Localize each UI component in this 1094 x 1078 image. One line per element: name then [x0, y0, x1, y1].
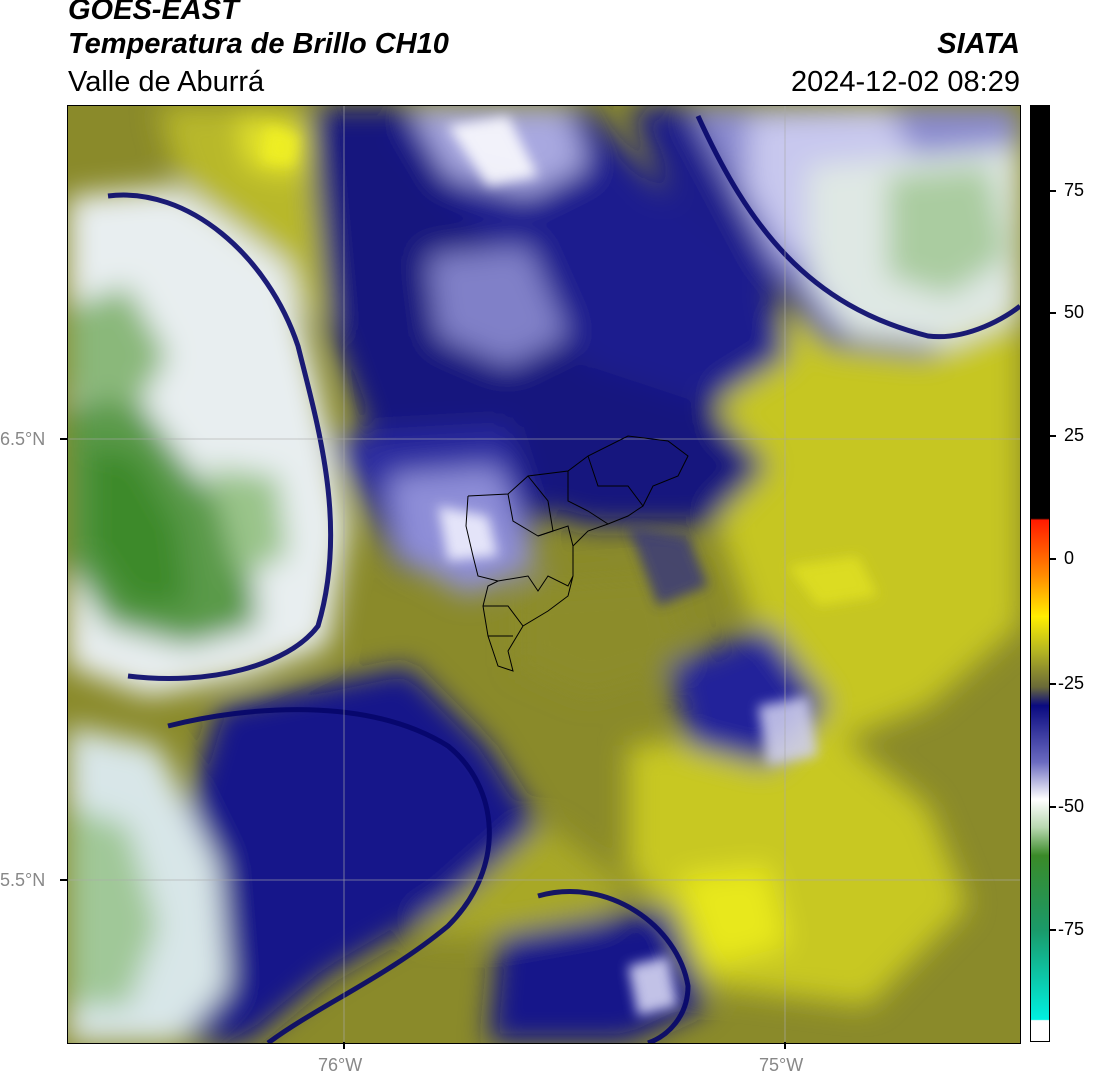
colorbar-tick-mark [1050, 929, 1056, 931]
lat-tick-label: 5.5°N [0, 870, 46, 890]
colorbar-tick-mark [1050, 558, 1056, 560]
lat-tick-label: 6.5°N [0, 429, 46, 449]
colorbar-tick-mark [1050, 312, 1056, 314]
colorbar-tick-mark [1050, 806, 1056, 808]
colorbar-tick-mark [1050, 435, 1056, 437]
product-title: Temperatura de Brillo CH10 [68, 28, 449, 60]
colorbar-label: 50 [1064, 302, 1085, 322]
colorbar-label: 0 [1064, 548, 1075, 568]
lon-tick-label: 76°W [318, 1055, 363, 1075]
satellite-title: GOES-EAST [68, 0, 239, 26]
lon-tick-mark [343, 1042, 345, 1049]
colorbar-label: -75 [1058, 919, 1085, 939]
colorbar-label: 75 [1064, 180, 1085, 200]
colorbar-gradient [1031, 106, 1049, 1041]
lat-tick-mark [60, 879, 67, 881]
lat-tick-mark [60, 438, 67, 440]
lon-tick-label: 75°W [759, 1055, 804, 1075]
organization-label: SIATA [937, 28, 1020, 60]
region-title: Valle de Aburrá [68, 66, 265, 98]
datetime-label: 2024-12-02 08:29 [791, 66, 1020, 98]
colorbar-label: -25 [1058, 673, 1085, 693]
municipality-boundaries [465, 435, 689, 672]
colorbar-label: 25 [1064, 425, 1085, 445]
colorbar-tick-mark [1050, 683, 1056, 685]
colorbar-tick-mark [1050, 190, 1056, 192]
satellite-map[interactable] [67, 105, 1021, 1044]
brightness-temperature-field [68, 106, 1020, 1043]
colorbar-label: -50 [1058, 796, 1085, 816]
lon-tick-mark [784, 1042, 786, 1049]
temperature-colorbar [1030, 105, 1050, 1042]
